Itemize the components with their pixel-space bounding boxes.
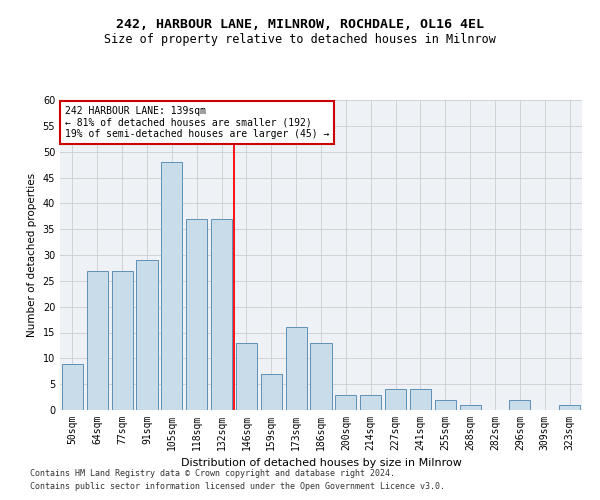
- Text: Contains public sector information licensed under the Open Government Licence v3: Contains public sector information licen…: [30, 482, 445, 491]
- Bar: [335, 394, 356, 410]
- Bar: [286, 328, 307, 410]
- Bar: [410, 390, 431, 410]
- Bar: [559, 405, 580, 410]
- Bar: [161, 162, 182, 410]
- Bar: [186, 219, 207, 410]
- Bar: [261, 374, 282, 410]
- Bar: [136, 260, 158, 410]
- Bar: [509, 400, 530, 410]
- Bar: [112, 270, 133, 410]
- Bar: [310, 343, 332, 410]
- Bar: [62, 364, 83, 410]
- Text: 242 HARBOUR LANE: 139sqm
← 81% of detached houses are smaller (192)
19% of semi-: 242 HARBOUR LANE: 139sqm ← 81% of detach…: [65, 106, 329, 140]
- Bar: [211, 219, 232, 410]
- Y-axis label: Number of detached properties: Number of detached properties: [27, 173, 37, 337]
- Bar: [435, 400, 456, 410]
- Bar: [236, 343, 257, 410]
- Bar: [87, 270, 108, 410]
- X-axis label: Distribution of detached houses by size in Milnrow: Distribution of detached houses by size …: [181, 458, 461, 468]
- Bar: [460, 405, 481, 410]
- Bar: [360, 394, 381, 410]
- Bar: [385, 390, 406, 410]
- Text: 242, HARBOUR LANE, MILNROW, ROCHDALE, OL16 4EL: 242, HARBOUR LANE, MILNROW, ROCHDALE, OL…: [116, 18, 484, 30]
- Text: Size of property relative to detached houses in Milnrow: Size of property relative to detached ho…: [104, 32, 496, 46]
- Text: Contains HM Land Registry data © Crown copyright and database right 2024.: Contains HM Land Registry data © Crown c…: [30, 468, 395, 477]
